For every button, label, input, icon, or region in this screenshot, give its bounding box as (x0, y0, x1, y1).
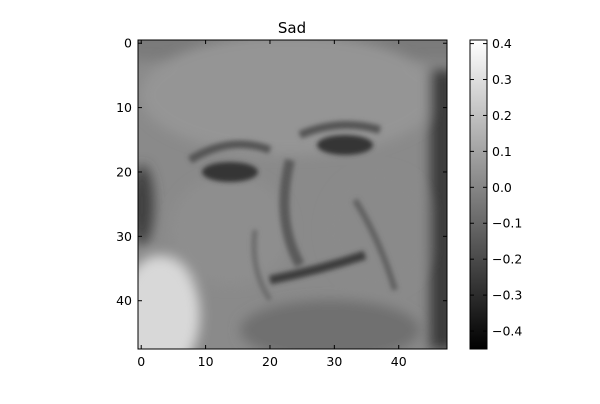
y-axis: 0 10 20 30 40 (116, 36, 447, 308)
chart-title: Sad (278, 19, 306, 37)
colorbar-tick-label: −0.3 (492, 288, 522, 303)
colorbar (469, 39, 488, 350)
colorbar-tick-label: 0.4 (492, 36, 512, 51)
x-tick-label: 0 (137, 354, 145, 369)
colorbar-tick-label: 0.2 (492, 108, 512, 123)
colorbar-tick-label: 0.3 (492, 72, 512, 87)
image-brow-right (298, 121, 382, 139)
image-forehead (140, 40, 440, 155)
image-chin (240, 300, 420, 349)
image-fold-left (251, 229, 273, 302)
x-tick-label: 20 (262, 354, 278, 369)
colorbar-tick-label: −0.1 (492, 216, 522, 231)
y-tick-label: 20 (116, 164, 132, 179)
x-axis: 0 10 20 30 40 (137, 40, 407, 369)
y-tick-label: 30 (116, 229, 132, 244)
image-light-patch (138, 255, 200, 349)
x-tick-label: 10 (198, 354, 214, 369)
colorbar-tick-label: 0.0 (492, 180, 512, 195)
x-tick-label: 30 (326, 354, 342, 369)
image-fold-right (352, 198, 398, 291)
colorbar-tick-label: −0.2 (492, 252, 522, 267)
image-cheek-left (170, 175, 290, 285)
image-eye-left (202, 162, 258, 182)
colorbar-tick-label: 0.1 (492, 144, 512, 159)
image-brow-left (187, 140, 272, 164)
image-cheek-right (325, 170, 435, 290)
y-tick-label: 10 (116, 100, 132, 115)
image-dark-left-edge (138, 165, 154, 245)
image-dark-right-edge (430, 70, 447, 349)
plot-frame (137, 39, 448, 350)
image-nose (279, 158, 305, 268)
image-eye-right (317, 135, 373, 155)
colorbar-axis: 0.4 0.3 0.2 0.1 0.0 −0.1 −0.2 −0.3 −0.4 (470, 36, 522, 339)
y-tick-label: 40 (116, 293, 132, 308)
y-tick-label: 0 (124, 36, 132, 51)
image-mouth (269, 250, 367, 285)
face-image (138, 40, 447, 349)
colorbar-tick-label: −0.4 (492, 324, 522, 339)
x-tick-label: 40 (391, 354, 407, 369)
